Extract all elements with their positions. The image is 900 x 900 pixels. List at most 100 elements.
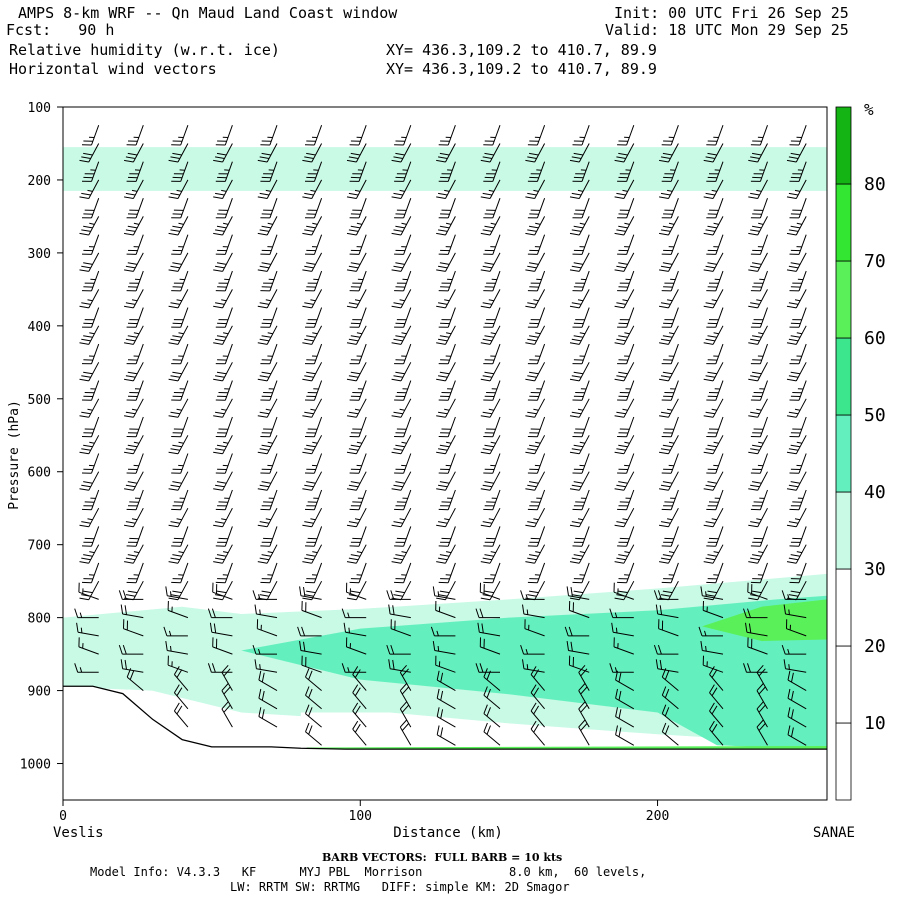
wind-barb <box>171 526 189 547</box>
wind-barb <box>81 161 100 182</box>
wind-barb <box>614 507 635 528</box>
wind-barb <box>352 720 367 746</box>
forecast-hour: Fcst: 90 h <box>6 21 115 39</box>
wind-barb <box>483 198 501 219</box>
wind-barb <box>655 659 679 673</box>
wind-barb <box>787 670 807 692</box>
wind-barb <box>124 325 144 345</box>
wind-barb <box>703 398 724 418</box>
wind-barb <box>527 198 546 219</box>
wind-barb <box>615 707 635 728</box>
wind-barb <box>257 179 278 199</box>
wind-barb <box>483 722 501 746</box>
wind-barb <box>525 252 546 272</box>
wind-barb <box>124 143 144 163</box>
wind-barb <box>81 453 100 474</box>
wind-barb <box>527 125 546 146</box>
wind-barb <box>79 398 100 418</box>
wind-barb <box>750 526 768 547</box>
wind-barb <box>124 398 144 418</box>
wind-barb <box>346 179 367 199</box>
wind-barb <box>221 683 233 710</box>
wind-barb <box>617 125 635 146</box>
wind-barb <box>81 380 100 401</box>
wind-barb <box>305 704 322 728</box>
wind-barb <box>346 471 367 491</box>
wind-barb <box>171 343 189 365</box>
wind-barb <box>260 562 278 584</box>
wind-barb <box>165 586 188 600</box>
wind-barb <box>209 622 233 637</box>
wind-barb <box>748 507 768 528</box>
wind-barb <box>781 590 807 600</box>
wind-barb <box>349 526 367 547</box>
wind-barb <box>173 666 189 691</box>
wind-barb <box>391 507 412 528</box>
wind-barb <box>391 435 412 455</box>
wind-barb <box>171 380 189 401</box>
wind-barb <box>522 604 545 619</box>
wind-barb <box>748 362 768 382</box>
wind-barb <box>304 380 323 401</box>
wind-barb <box>525 325 546 345</box>
wind-barb <box>659 435 679 455</box>
wind-barb <box>617 198 635 219</box>
wind-barb <box>213 179 233 199</box>
wind-barb <box>614 398 635 418</box>
wind-barb <box>756 701 768 728</box>
wind-barb <box>254 604 278 619</box>
wind-barb <box>436 216 456 236</box>
wind-barb <box>748 252 768 272</box>
wind-barb <box>789 489 807 511</box>
wind-barb <box>304 307 323 328</box>
wind-barb <box>124 362 144 382</box>
wind-barb <box>483 234 501 255</box>
wind-barb <box>703 471 724 491</box>
wind-barb <box>256 619 278 637</box>
wind-barb <box>168 362 189 382</box>
wind-barb <box>530 684 545 710</box>
wind-barb <box>436 398 456 418</box>
colorbar-swatch <box>835 722 852 801</box>
wind-barbs <box>74 125 807 746</box>
wind-barb <box>525 143 546 163</box>
wind-barb <box>79 362 100 382</box>
wind-barb <box>215 453 233 474</box>
wind-barb <box>661 453 679 474</box>
wind-barb <box>399 719 412 746</box>
wind-barb <box>436 289 456 309</box>
wind-barb <box>789 416 807 438</box>
colorbar-swatch <box>835 645 852 724</box>
wind-barb <box>569 507 590 528</box>
wind-barb <box>438 416 456 438</box>
wind-barb <box>258 670 278 692</box>
wind-barb <box>614 325 635 345</box>
x-tick-label: 200 <box>646 809 669 824</box>
wind-barb <box>126 453 144 474</box>
wind-barb <box>566 586 590 600</box>
wind-barb <box>171 416 189 438</box>
wind-barb <box>703 544 724 564</box>
wind-barb <box>213 435 233 455</box>
wind-barb <box>748 289 768 309</box>
wind-barb <box>786 398 807 418</box>
wind-barb <box>349 380 367 401</box>
wind-barb <box>168 216 189 236</box>
wind-barb <box>527 343 546 365</box>
wind-barb <box>215 380 233 401</box>
wind-barb <box>213 471 233 491</box>
wind-barb <box>168 179 189 199</box>
wind-barb <box>572 343 590 365</box>
wind-barb <box>617 234 635 255</box>
wind-barb <box>748 179 768 199</box>
wind-barb <box>709 702 724 728</box>
wind-barb <box>302 544 323 564</box>
wind-barb <box>215 161 233 182</box>
colorbar-label: 20 <box>864 636 886 657</box>
wind-barb <box>391 179 412 199</box>
plot-frame <box>62 106 828 801</box>
wind-barb <box>391 289 412 309</box>
wind-barb <box>79 289 100 309</box>
wind-barb <box>215 270 233 292</box>
